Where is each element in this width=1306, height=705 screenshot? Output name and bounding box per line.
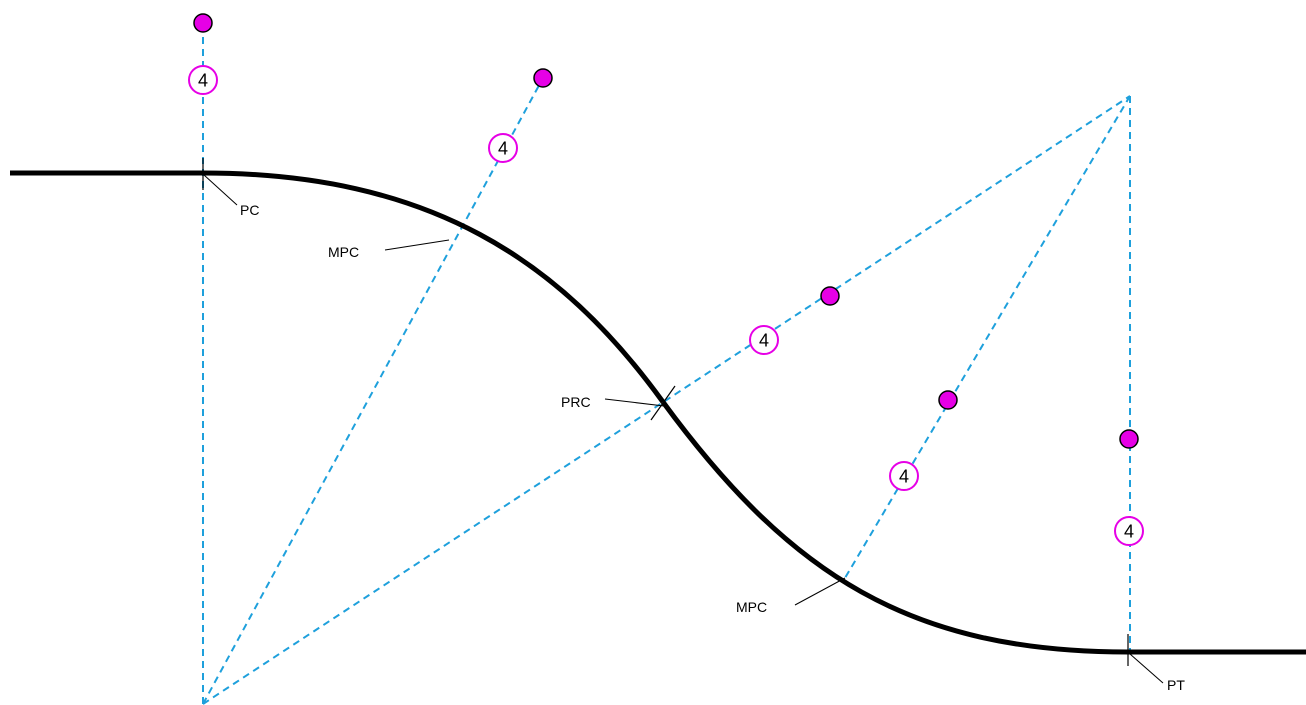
mpc-lower-leader bbox=[794, 577, 846, 606]
ring-value: 4 bbox=[498, 139, 508, 159]
radial-line-mpc-lower bbox=[844, 95, 1131, 579]
radial-line-prc-lower bbox=[202, 95, 1131, 705]
ring-marker: 4 bbox=[889, 461, 919, 491]
point-labels: PC MPC PRC MPC PT bbox=[240, 202, 1185, 693]
ring-value: 4 bbox=[198, 71, 208, 91]
pc-label: PC bbox=[240, 202, 259, 218]
ring-marker: 4 bbox=[488, 133, 518, 163]
dot-icon bbox=[820, 286, 840, 306]
road-alignment bbox=[10, 170, 1306, 655]
mpc-lower-label: MPC bbox=[736, 599, 767, 615]
radial-line-mpc-upper bbox=[202, 77, 544, 705]
prc-tick bbox=[650, 385, 676, 421]
ring-icon bbox=[1114, 516, 1144, 546]
circled-markers: 4 4 4 4 4 bbox=[188, 65, 1144, 546]
dot-icon bbox=[1119, 429, 1139, 449]
dot-icon bbox=[533, 68, 553, 88]
station-ticks bbox=[202, 158, 1129, 666]
ring-icon bbox=[488, 133, 518, 163]
curve-1 bbox=[202, 170, 666, 404]
curve-2 bbox=[660, 400, 1129, 655]
ring-marker: 4 bbox=[749, 325, 779, 355]
prc-label: PRC bbox=[561, 394, 591, 410]
ring-icon bbox=[749, 325, 779, 355]
ring-value: 4 bbox=[899, 467, 909, 487]
ring-value: 4 bbox=[759, 331, 769, 351]
mpc-upper-leader bbox=[384, 239, 450, 251]
prc-leader bbox=[604, 398, 665, 407]
pt-leader bbox=[1129, 653, 1164, 684]
pc-leader bbox=[203, 174, 238, 206]
pt-label: PT bbox=[1167, 677, 1185, 693]
mpc-upper-label: MPC bbox=[328, 244, 359, 260]
survey-dots bbox=[193, 13, 1139, 449]
radial-lines bbox=[202, 36, 1131, 705]
dot-icon bbox=[938, 390, 958, 410]
ring-marker: 4 bbox=[1114, 516, 1144, 546]
ring-marker: 4 bbox=[188, 65, 218, 95]
ring-icon bbox=[188, 65, 218, 95]
dot-icon bbox=[193, 13, 213, 33]
ring-icon bbox=[889, 461, 919, 491]
leader-lines bbox=[203, 174, 1164, 684]
ring-value: 4 bbox=[1124, 522, 1134, 542]
